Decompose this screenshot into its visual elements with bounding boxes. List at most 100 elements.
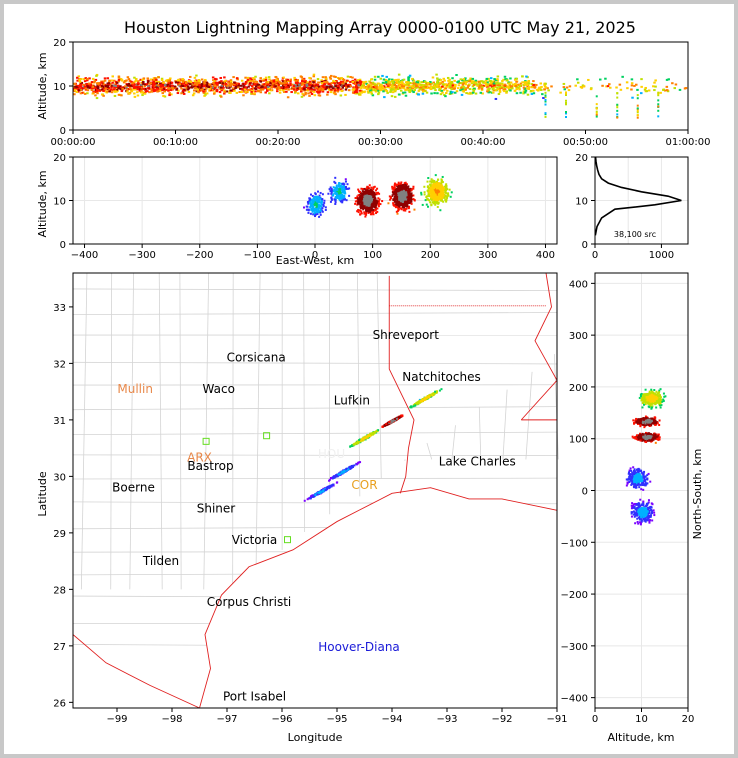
time-source-point <box>107 81 111 84</box>
ew-source-point <box>339 200 342 203</box>
county-line <box>426 442 433 460</box>
time-source-point <box>264 91 267 94</box>
time-source-point <box>330 85 333 88</box>
time-source-point <box>249 79 253 82</box>
ew-source-point <box>412 187 415 190</box>
time-source-point <box>141 94 144 97</box>
ew-source-point <box>306 205 309 208</box>
time-late-point <box>565 91 567 94</box>
county-line <box>72 312 558 316</box>
ew-source-point <box>309 197 312 200</box>
time-source-point <box>421 92 425 95</box>
time-source-point <box>576 78 579 81</box>
time-source-point <box>402 78 406 81</box>
time-source-point <box>294 85 298 88</box>
time-source-point <box>353 91 357 94</box>
ew-source-point <box>369 205 372 208</box>
ew-source-point <box>435 201 438 204</box>
time-late-point <box>544 112 547 115</box>
time-source-point <box>601 84 604 87</box>
time-source-point <box>492 91 495 94</box>
time-source-point <box>89 84 92 87</box>
time-source-point <box>349 80 352 83</box>
ew-source-point <box>365 205 368 208</box>
ew-source-point <box>407 207 410 210</box>
ew-source-point <box>431 196 434 199</box>
time-source-point <box>137 80 140 83</box>
time-late-point <box>544 98 547 101</box>
time-source-point <box>290 91 293 94</box>
ew-source-point <box>440 190 443 193</box>
time-source-point <box>303 81 307 84</box>
time-x-tick-label: 00:10:00 <box>153 137 198 148</box>
ew-source-point <box>364 205 367 208</box>
time-source-point <box>206 85 209 88</box>
time-source-point <box>196 88 199 91</box>
time-source-point <box>654 85 657 88</box>
ew-source-point <box>412 194 415 197</box>
time-source-point <box>515 77 519 80</box>
time-source-point <box>184 85 187 88</box>
time-source-point <box>98 81 102 84</box>
ew-source-point <box>363 187 366 190</box>
ew-source-point <box>337 188 340 191</box>
time-source-point <box>93 81 96 84</box>
ew-source-point <box>392 199 395 202</box>
ew-source-point <box>426 185 429 188</box>
ew-source-point <box>309 202 312 205</box>
time-source-point <box>358 78 362 81</box>
time-source-point <box>292 85 296 88</box>
time-source-point <box>130 90 134 93</box>
ew-source-point <box>318 194 321 197</box>
time-source-point <box>113 86 116 89</box>
time-source-point <box>340 90 343 93</box>
time-source-point <box>417 89 421 92</box>
ew-source-point <box>345 199 348 202</box>
time-source-point <box>131 88 135 91</box>
ew-source-point <box>410 188 413 191</box>
time-source-point <box>397 78 400 81</box>
time-source-point <box>297 87 300 90</box>
time-source-point <box>625 81 629 84</box>
time-source-point <box>465 80 468 83</box>
time-source-point <box>488 91 491 94</box>
ew-source-point <box>356 195 359 198</box>
ew-source-point <box>308 201 311 204</box>
ew-source-point <box>408 194 411 197</box>
time-source-point <box>514 83 517 86</box>
time-source-point <box>293 86 297 89</box>
time-source-point <box>299 75 303 78</box>
ew-source-point <box>313 212 316 215</box>
time-source-point <box>240 79 244 82</box>
ew-source-point <box>360 207 363 210</box>
time-source-point <box>91 77 95 80</box>
ew-source-point <box>446 196 449 199</box>
ew-source-point <box>428 199 431 202</box>
time-source-point <box>503 90 506 93</box>
time-source-point <box>86 92 89 95</box>
time-source-point <box>507 81 511 84</box>
time-source-point <box>412 91 415 94</box>
time-source-point <box>136 91 139 94</box>
time-source-point <box>115 86 119 89</box>
time-source-point <box>196 85 200 88</box>
time-source-point <box>274 75 277 78</box>
time-source-point <box>153 89 156 92</box>
time-source-point <box>505 91 508 94</box>
time-source-point <box>293 88 296 91</box>
time-source-point <box>164 83 167 86</box>
time-source-point <box>140 89 143 92</box>
time-source-point <box>313 94 317 97</box>
time-source-point <box>492 82 496 85</box>
ew-source-point <box>397 181 400 184</box>
ew-source-point <box>315 201 318 204</box>
ew-source-point <box>313 195 316 198</box>
ew-source-point <box>399 191 402 194</box>
time-source-point <box>220 85 224 88</box>
time-source-point <box>187 90 191 93</box>
ew-source-point <box>397 208 400 211</box>
time-source-point <box>342 84 345 87</box>
time-source-point <box>391 91 395 94</box>
time-source-point <box>242 94 245 97</box>
ew-source-point <box>368 204 371 207</box>
